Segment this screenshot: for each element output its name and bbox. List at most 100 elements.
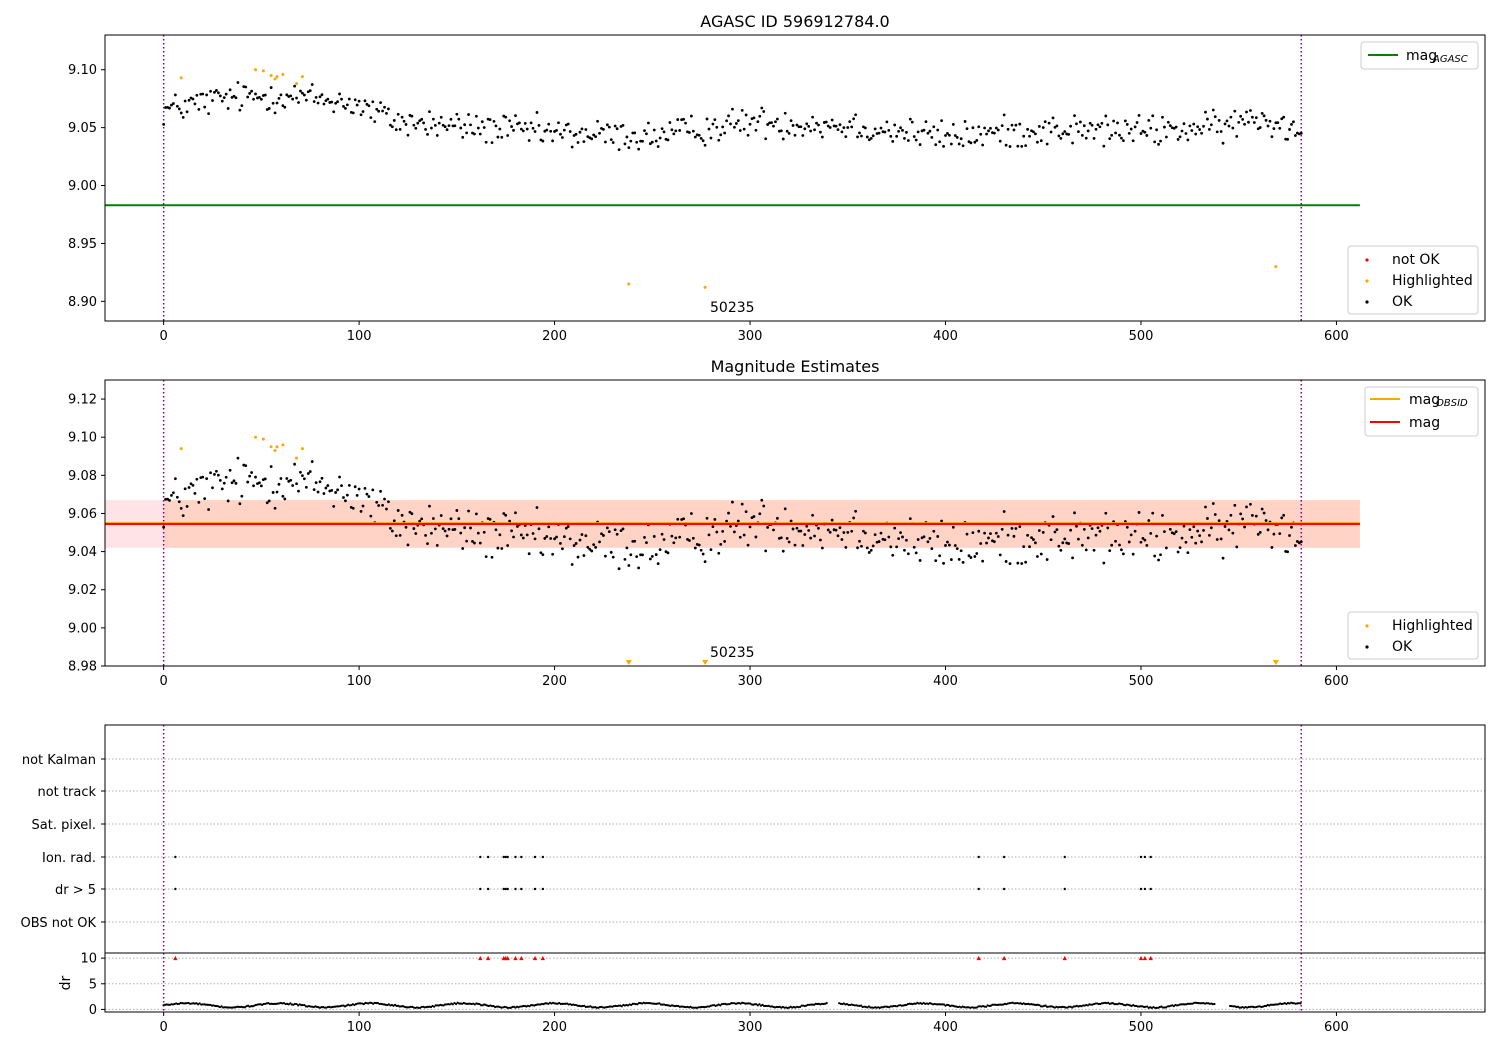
flag-row-label: dr > 5 bbox=[55, 883, 96, 898]
dr-point bbox=[576, 1004, 580, 1008]
dr-point bbox=[250, 1005, 253, 1008]
ok-point bbox=[1104, 114, 1108, 118]
ok-point bbox=[721, 125, 725, 129]
dr-point bbox=[479, 1004, 483, 1007]
ok-point bbox=[727, 114, 730, 118]
ok-point bbox=[981, 143, 985, 147]
ok-point bbox=[416, 121, 420, 125]
ok-point bbox=[383, 497, 386, 501]
ok-point bbox=[699, 136, 703, 140]
ok-point bbox=[688, 131, 691, 134]
dr-point bbox=[880, 1006, 883, 1009]
ok-point bbox=[1180, 129, 1184, 133]
ok-point bbox=[944, 544, 947, 547]
ok-point bbox=[289, 94, 293, 98]
ok-point bbox=[682, 117, 685, 121]
ok-point bbox=[662, 538, 666, 541]
ok-point bbox=[295, 482, 298, 486]
dr-point bbox=[755, 1003, 758, 1006]
ok-point bbox=[224, 92, 228, 96]
dr-point bbox=[966, 1006, 969, 1009]
ok-point bbox=[1112, 119, 1116, 123]
ok-point bbox=[607, 530, 611, 534]
ok-point bbox=[566, 122, 570, 126]
ok-point bbox=[455, 509, 459, 512]
ok-point bbox=[521, 129, 525, 133]
dr-point bbox=[362, 1003, 365, 1006]
ok-point bbox=[537, 527, 541, 531]
dr-point bbox=[761, 1003, 764, 1007]
dr-point bbox=[680, 1005, 683, 1008]
dr-point bbox=[273, 1002, 276, 1005]
highlighted-below-range-marker bbox=[702, 660, 709, 665]
ok-point bbox=[316, 490, 320, 494]
ok-point bbox=[791, 124, 795, 127]
ok-point bbox=[834, 124, 838, 128]
ok-point bbox=[344, 106, 347, 110]
ok-point bbox=[271, 101, 275, 105]
ok-point bbox=[637, 147, 641, 151]
ok-point bbox=[889, 134, 893, 138]
dr-point bbox=[226, 1006, 229, 1009]
ok-point bbox=[738, 129, 742, 132]
dr-point bbox=[1086, 1004, 1089, 1007]
ok-point bbox=[744, 510, 748, 514]
ok-point bbox=[173, 477, 177, 481]
ok-point bbox=[400, 513, 404, 517]
ok-point bbox=[1080, 133, 1084, 137]
dr-point bbox=[204, 1003, 207, 1006]
ok-point bbox=[496, 135, 500, 139]
ok-point bbox=[811, 513, 814, 517]
ok-point bbox=[195, 477, 199, 481]
ok-point bbox=[1114, 131, 1117, 135]
ok-point bbox=[430, 531, 433, 535]
ok-point bbox=[1198, 534, 1202, 538]
ok-point bbox=[574, 542, 578, 545]
ok-point bbox=[244, 85, 248, 89]
ok-point bbox=[1063, 537, 1067, 541]
dr-point bbox=[459, 1002, 462, 1005]
ok-point bbox=[690, 114, 693, 118]
highlighted-point bbox=[281, 72, 285, 76]
ok-point bbox=[476, 531, 480, 535]
ok-point bbox=[234, 481, 238, 485]
ok-point bbox=[1006, 533, 1010, 537]
ok-point bbox=[226, 107, 230, 110]
ok-point bbox=[359, 113, 363, 117]
ok-point bbox=[844, 545, 848, 549]
ok-point bbox=[1084, 548, 1088, 552]
ok-point bbox=[185, 110, 189, 114]
dr-over-threshold-marker bbox=[540, 955, 546, 961]
ok-point bbox=[224, 475, 228, 479]
ok-point bbox=[570, 563, 574, 566]
ok-point bbox=[799, 529, 803, 533]
ok-point bbox=[449, 517, 453, 521]
ok-point bbox=[215, 469, 218, 473]
ok-point bbox=[865, 135, 869, 139]
ok-point bbox=[1288, 128, 1291, 131]
ok-point bbox=[408, 510, 412, 514]
ok-point bbox=[709, 548, 713, 552]
ok-point bbox=[770, 121, 773, 125]
ok-point bbox=[564, 526, 568, 530]
dr-point bbox=[1186, 1002, 1189, 1005]
x-tick-label: 300 bbox=[738, 329, 763, 344]
ok-point bbox=[998, 553, 1002, 557]
dr-point bbox=[1264, 1004, 1268, 1008]
ok-point bbox=[926, 540, 930, 544]
ok-point bbox=[942, 561, 945, 565]
ok-point bbox=[660, 532, 664, 536]
ok-point bbox=[707, 533, 711, 537]
dr-point bbox=[404, 1006, 408, 1009]
ok-point bbox=[259, 484, 263, 488]
x-tick-label: 200 bbox=[542, 1020, 567, 1035]
ok-point bbox=[170, 103, 173, 107]
ok-point bbox=[863, 531, 867, 535]
ok-point bbox=[803, 533, 807, 536]
ok-point bbox=[983, 126, 987, 130]
ok-point bbox=[1024, 560, 1028, 564]
highlighted-point bbox=[273, 77, 277, 81]
ok-point bbox=[189, 482, 193, 486]
ok-point bbox=[1098, 125, 1102, 129]
ok-point bbox=[232, 94, 236, 98]
